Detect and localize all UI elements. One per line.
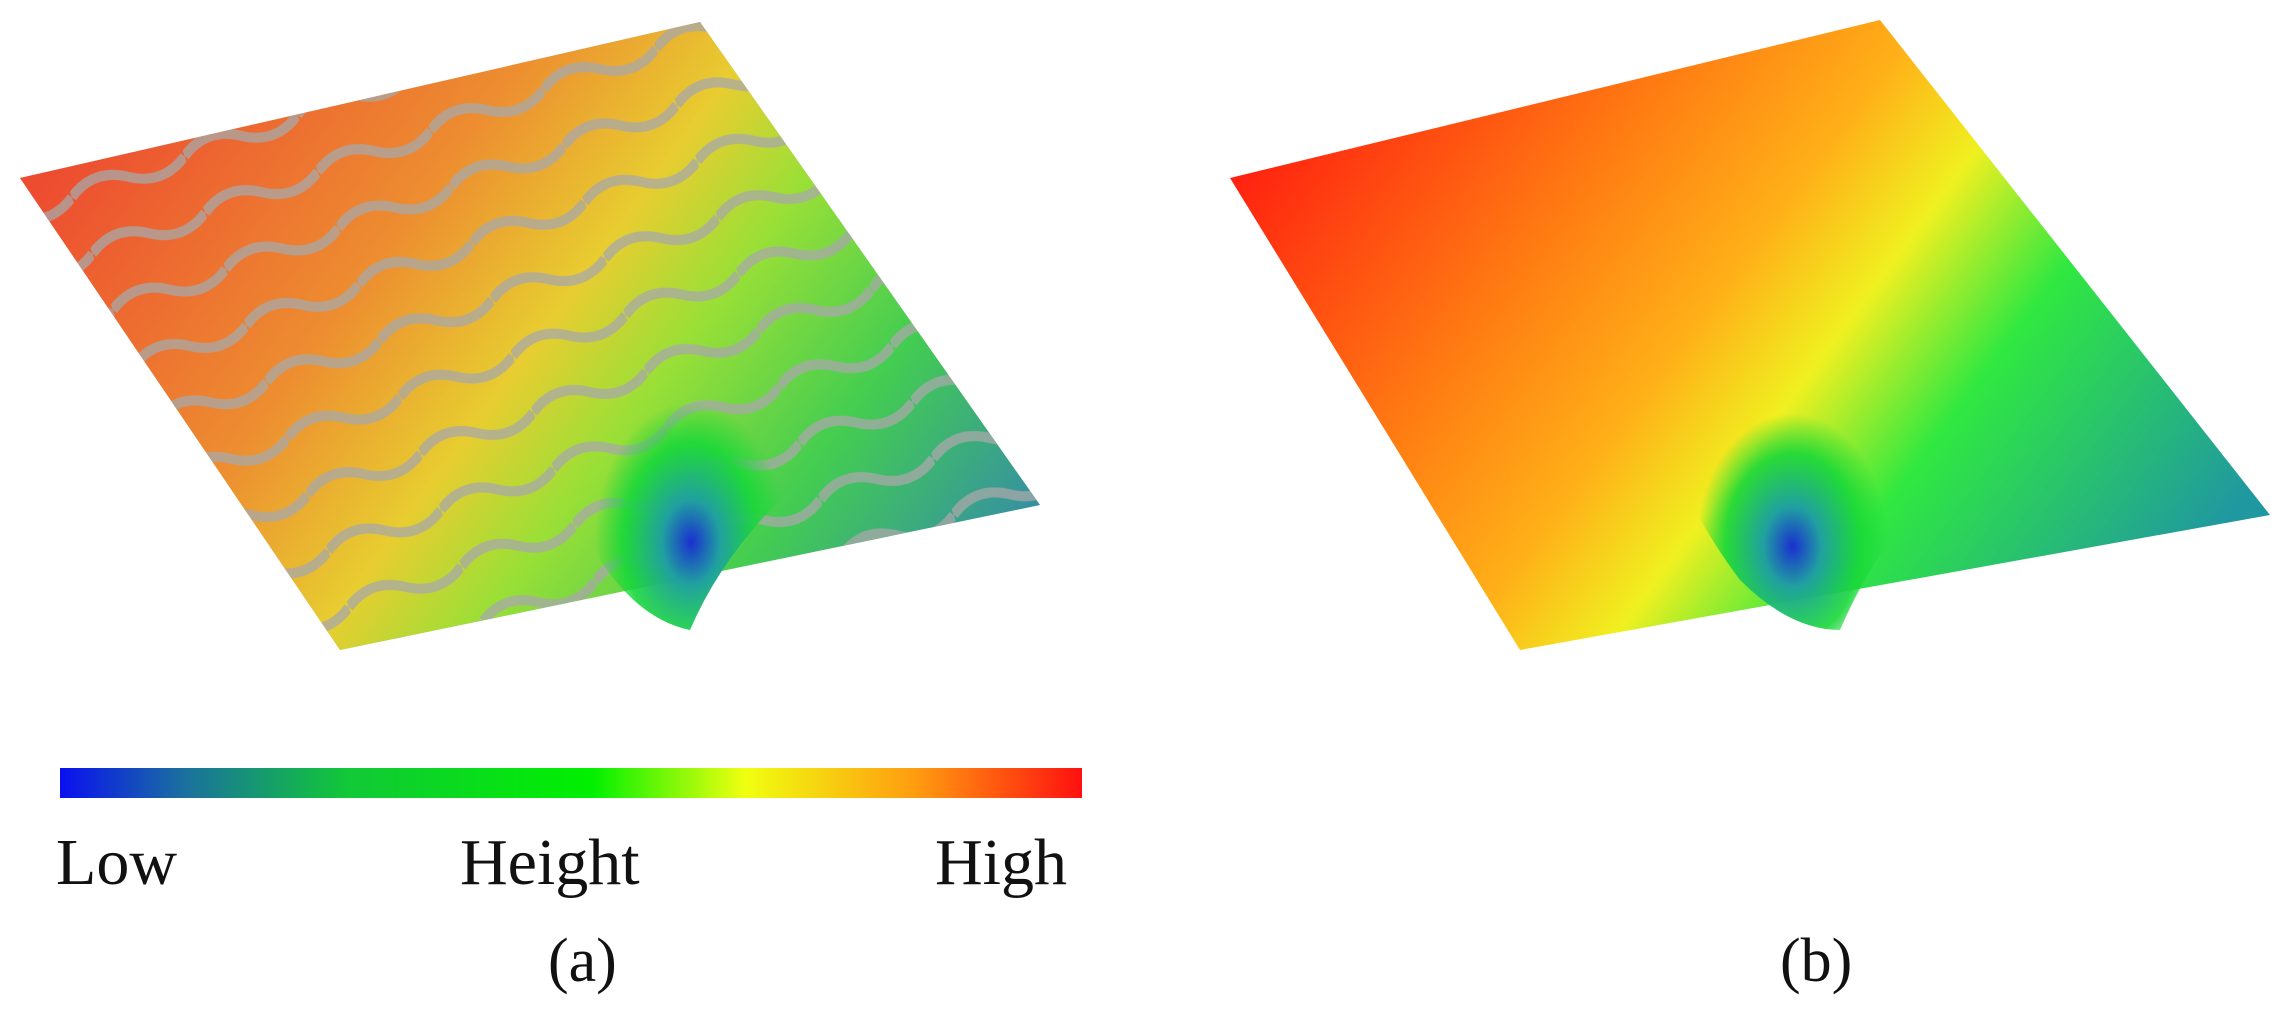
panel-b: (b) xyxy=(1180,0,2278,1012)
terrain-point-cloud-a xyxy=(20,22,1040,650)
panel-a-caption: (a) xyxy=(548,927,617,995)
terrain-point-cloud-b xyxy=(1230,20,2270,650)
colorbar-high-label: High xyxy=(935,826,1067,899)
panel-a: Low Height High (a) xyxy=(20,22,1082,995)
height-colorbar xyxy=(60,768,1082,798)
valley-region-b xyxy=(1660,250,1936,630)
panel-b-caption: (b) xyxy=(1780,927,1853,995)
valley-region-a xyxy=(520,230,796,630)
colorbar-title: Height xyxy=(460,826,640,899)
colorbar-low-label: Low xyxy=(56,826,177,899)
